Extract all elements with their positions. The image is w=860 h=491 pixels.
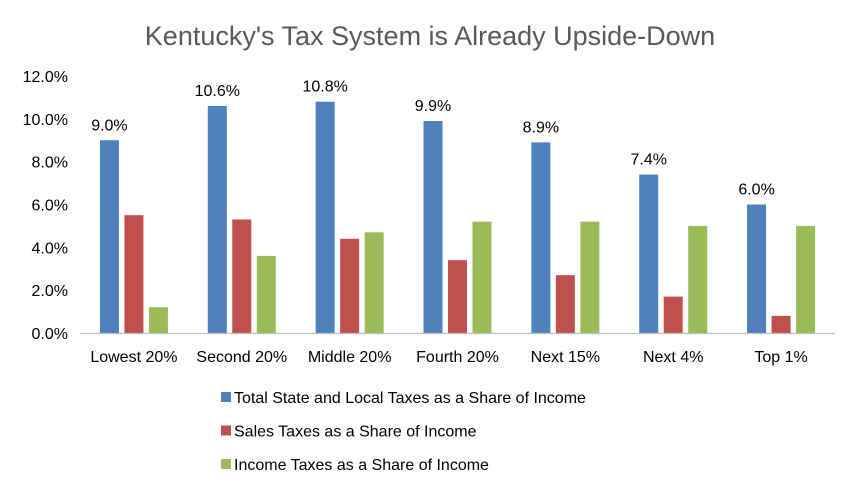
bar-series-1 (747, 204, 767, 333)
bar-series-1 (531, 142, 551, 333)
legend-label: Sales Taxes as a Share of Income (234, 424, 477, 441)
data-label: 9.9% (415, 98, 451, 115)
legend: Total State and Local Taxes as a Share o… (221, 390, 586, 474)
legend-swatch (221, 459, 231, 469)
bar-series-2 (448, 260, 467, 333)
x-category-label: Next 15% (531, 349, 600, 366)
legend-swatch (221, 392, 231, 402)
bar-series-2 (663, 296, 683, 333)
bar-series-2 (555, 275, 575, 333)
bar-series-3 (796, 225, 816, 333)
x-category-label: Fourth 20% (416, 349, 499, 366)
x-category-label: Lowest 20% (90, 349, 177, 366)
bar-series-3 (472, 221, 492, 333)
data-label: 10.8% (302, 79, 347, 96)
y-axis: 0.0% 2.0% 4.0% 6.0% 8.0% 10.0% 12.0% (23, 69, 68, 343)
x-axis: Lowest 20% Second 20% Middle 20% Fourth 20%… (80, 332, 835, 366)
y-tick-label: 10.0% (23, 112, 68, 129)
data-label: 10.6% (195, 83, 240, 100)
bar-series-3 (364, 232, 384, 333)
bar-series-2 (124, 215, 144, 333)
data-label: 7.4% (630, 152, 666, 169)
chart-title: Kentucky's Tax System is Already Upside-… (145, 21, 715, 51)
y-tick-label: 6.0% (32, 198, 68, 215)
x-category-label: Middle 20% (308, 349, 392, 366)
data-label: 6.0% (738, 182, 774, 199)
bar-series-2 (340, 238, 360, 333)
data-labels: 9.0% 10.6% 10.8% 9.9% 8.9% 7.4% 6.0% (91, 79, 775, 199)
bar-series-1 (315, 101, 335, 333)
x-category-label: Second 20% (196, 349, 287, 366)
legend-label: Total State and Local Taxes as a Share o… (234, 390, 586, 407)
y-tick-label: 4.0% (32, 240, 68, 257)
data-label: 9.0% (91, 117, 127, 134)
bar-series-3 (688, 225, 708, 333)
x-category-label: Next 4% (643, 349, 703, 366)
y-tick-label: 2.0% (32, 283, 68, 300)
legend-swatch (221, 425, 231, 436)
y-tick-label: 8.0% (32, 155, 68, 172)
x-category-label: Top 1% (754, 349, 807, 366)
bar-series-3 (256, 255, 276, 333)
bar-series-1 (639, 174, 659, 333)
bar-series-1 (423, 120, 443, 333)
data-label: 8.9% (523, 119, 559, 136)
bar-series-3 (148, 307, 168, 333)
bar-series-2 (771, 315, 791, 333)
y-tick-label: 0.0% (32, 326, 68, 343)
legend-label: Income Taxes as a Share of Income (234, 457, 489, 474)
bar-series-1 (99, 140, 119, 333)
bar-series-2 (232, 219, 252, 333)
bar-series-3 (580, 221, 600, 333)
bars (99, 101, 816, 333)
bar-series-1 (207, 105, 227, 333)
y-tick-label: 12.0% (23, 69, 68, 86)
